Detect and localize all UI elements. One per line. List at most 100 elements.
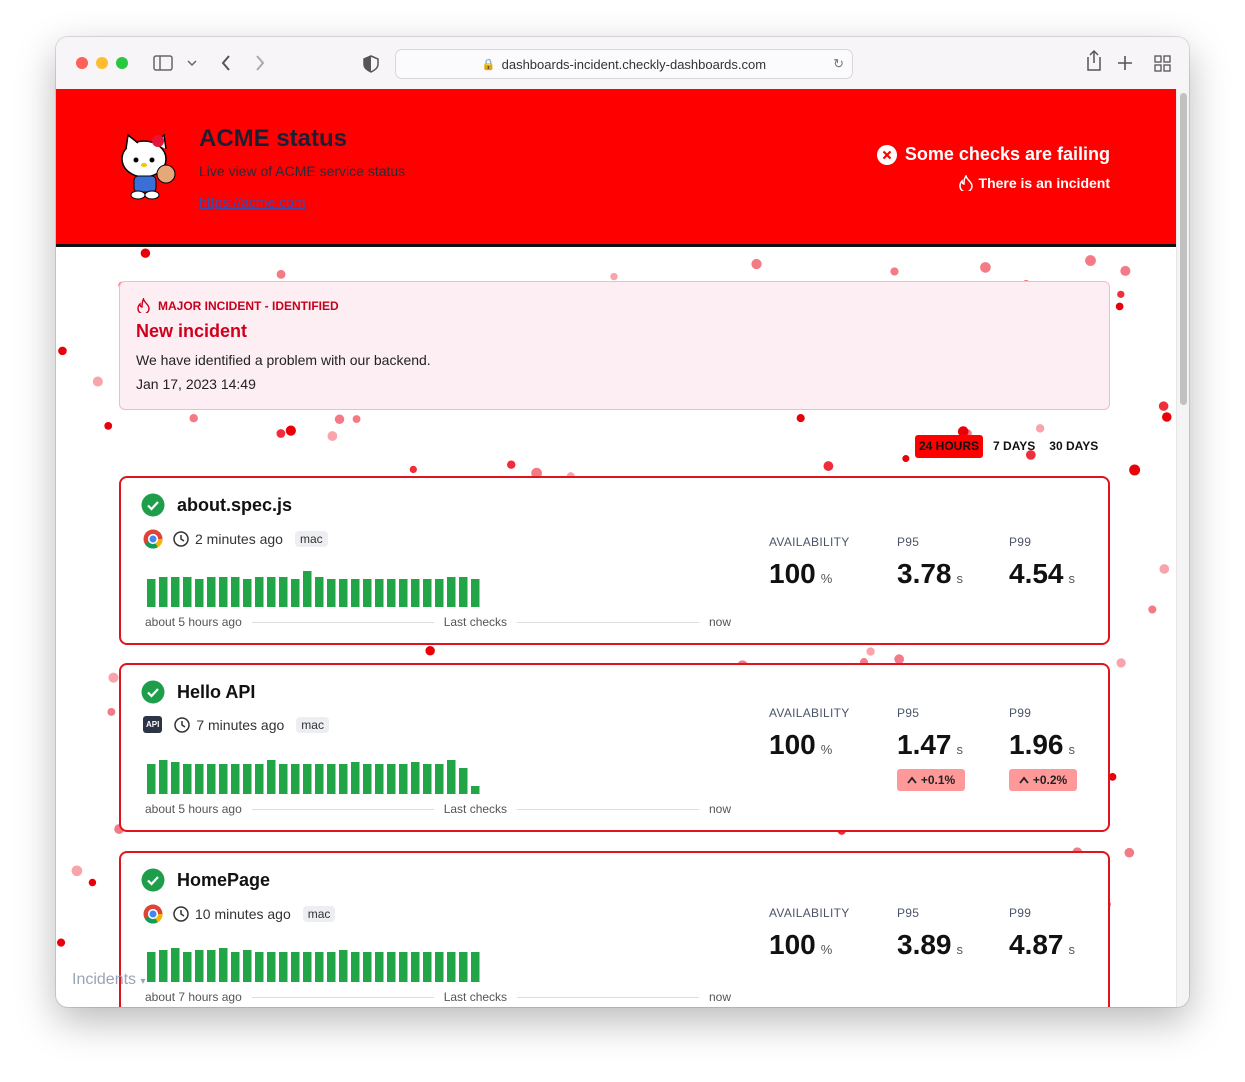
metric-value: 100% [769, 558, 832, 590]
metric-label: P95 [897, 535, 920, 549]
check-bar [339, 950, 348, 982]
reload-icon[interactable]: ↻ [833, 56, 844, 71]
range-end: now [709, 615, 732, 629]
dot [409, 465, 417, 474]
clock-icon [174, 716, 191, 733]
check-card[interactable]: about.spec.js 2 minutes ago mac about 5 hou… [119, 476, 1110, 645]
check-name: HomePage [177, 870, 271, 890]
sparkline [147, 571, 480, 607]
metric-value: 100% [769, 729, 832, 761]
dot [751, 258, 762, 270]
dot [71, 865, 83, 877]
metric-label: P99 [1009, 535, 1032, 549]
location-badge: mac [294, 531, 328, 547]
flame-icon [137, 298, 150, 313]
check-bar [411, 762, 420, 794]
check-bar [279, 952, 288, 982]
range-end: now [709, 802, 732, 816]
dot [56, 938, 66, 947]
clock-hands [181, 720, 186, 728]
check-bar [423, 764, 432, 794]
metric-number: 100 [769, 558, 816, 589]
check-bar [387, 952, 396, 982]
divider [517, 621, 699, 623]
last-run: 10 minutes ago [195, 906, 291, 922]
dot [327, 431, 338, 441]
metric-unit: s [1068, 571, 1076, 586]
check-bar [375, 764, 384, 794]
metric-label: AVAILABILITY [769, 706, 850, 720]
check-bar [303, 571, 312, 607]
dot [140, 248, 151, 258]
check-bar [183, 577, 192, 607]
window-controls [76, 55, 379, 73]
incident-box: MAJOR INCIDENT - IDENTIFIED New incident… [119, 281, 1110, 410]
range-start: about 5 hours ago [145, 615, 242, 629]
metric-unit: s [1068, 942, 1076, 957]
check-bar [375, 952, 384, 982]
metric-value: 3.78 s [897, 558, 963, 590]
dot [902, 455, 910, 463]
dot [957, 426, 969, 437]
chrome-inner [147, 908, 159, 920]
incidents-tab[interactable]: Incidents ▾ [72, 971, 146, 988]
status-text: Some checks are failing [904, 144, 1110, 164]
divider [251, 621, 434, 623]
check-bar [291, 764, 300, 794]
check-name: about.spec.js [177, 495, 293, 515]
dot [796, 414, 805, 423]
url-bar[interactable]: 🔒 dashboards-incident.checkly-dashboards… [395, 49, 853, 79]
check-bar [291, 579, 300, 607]
range-tab[interactable]: 7 DAYS [993, 439, 1036, 453]
check-bar [303, 764, 312, 794]
clock-face [173, 531, 189, 547]
sparkline-footer: about 5 hours ago Last checks now [145, 802, 731, 816]
toolbar-actions [1087, 49, 1171, 72]
status-check [147, 688, 159, 698]
status-icon [141, 868, 165, 892]
metric-change: +0.2% [1009, 769, 1077, 791]
range-tab[interactable]: 30 DAYS [1049, 439, 1099, 453]
check-bar [207, 577, 216, 607]
range-tab[interactable]: 24 HOURS [915, 435, 984, 458]
site-link[interactable]: https://acme.com [199, 194, 306, 210]
status-header: ACME status Live view of ACME service st… [56, 89, 1189, 247]
status-circle [141, 868, 165, 892]
check-bar [291, 952, 300, 982]
check-bar [435, 952, 444, 982]
metric-unit: s [956, 571, 964, 586]
metric-label: AVAILABILITY [769, 906, 850, 920]
check-bar [423, 579, 432, 607]
check-bar [339, 579, 348, 607]
scrollbar[interactable] [1176, 89, 1189, 1007]
dot [1085, 255, 1096, 266]
dot [890, 267, 899, 276]
check-bar [171, 762, 180, 794]
check-bar [447, 577, 456, 607]
check-card[interactable]: HomePage 10 minutes ago mac about 7 hours a… [119, 851, 1110, 1007]
check-bar [423, 952, 432, 982]
check-bar [267, 577, 276, 607]
check-bar [279, 764, 288, 794]
scrollbar-thumb[interactable] [1180, 93, 1187, 405]
clock-hands [180, 535, 185, 542]
check-bar [399, 764, 408, 794]
status-check [147, 501, 159, 511]
check-bar [447, 760, 456, 794]
dot [1129, 464, 1141, 476]
dot [285, 425, 296, 436]
check-bar [303, 952, 312, 982]
check-bar [207, 764, 216, 794]
logo [121, 133, 176, 200]
check-card[interactable]: Hello API API 7 minutes ago mac about 5 hour… [119, 663, 1110, 832]
check-bar [471, 579, 480, 607]
check-bar [171, 577, 180, 607]
metric-label: P99 [1009, 906, 1032, 920]
dot [104, 421, 113, 430]
metric-number: 3.89 [897, 929, 952, 960]
range-start: about 7 hours ago [145, 990, 242, 1004]
dot [1108, 773, 1117, 781]
fail-icon [876, 144, 897, 165]
divider [251, 996, 434, 998]
clock-hands [180, 910, 185, 917]
